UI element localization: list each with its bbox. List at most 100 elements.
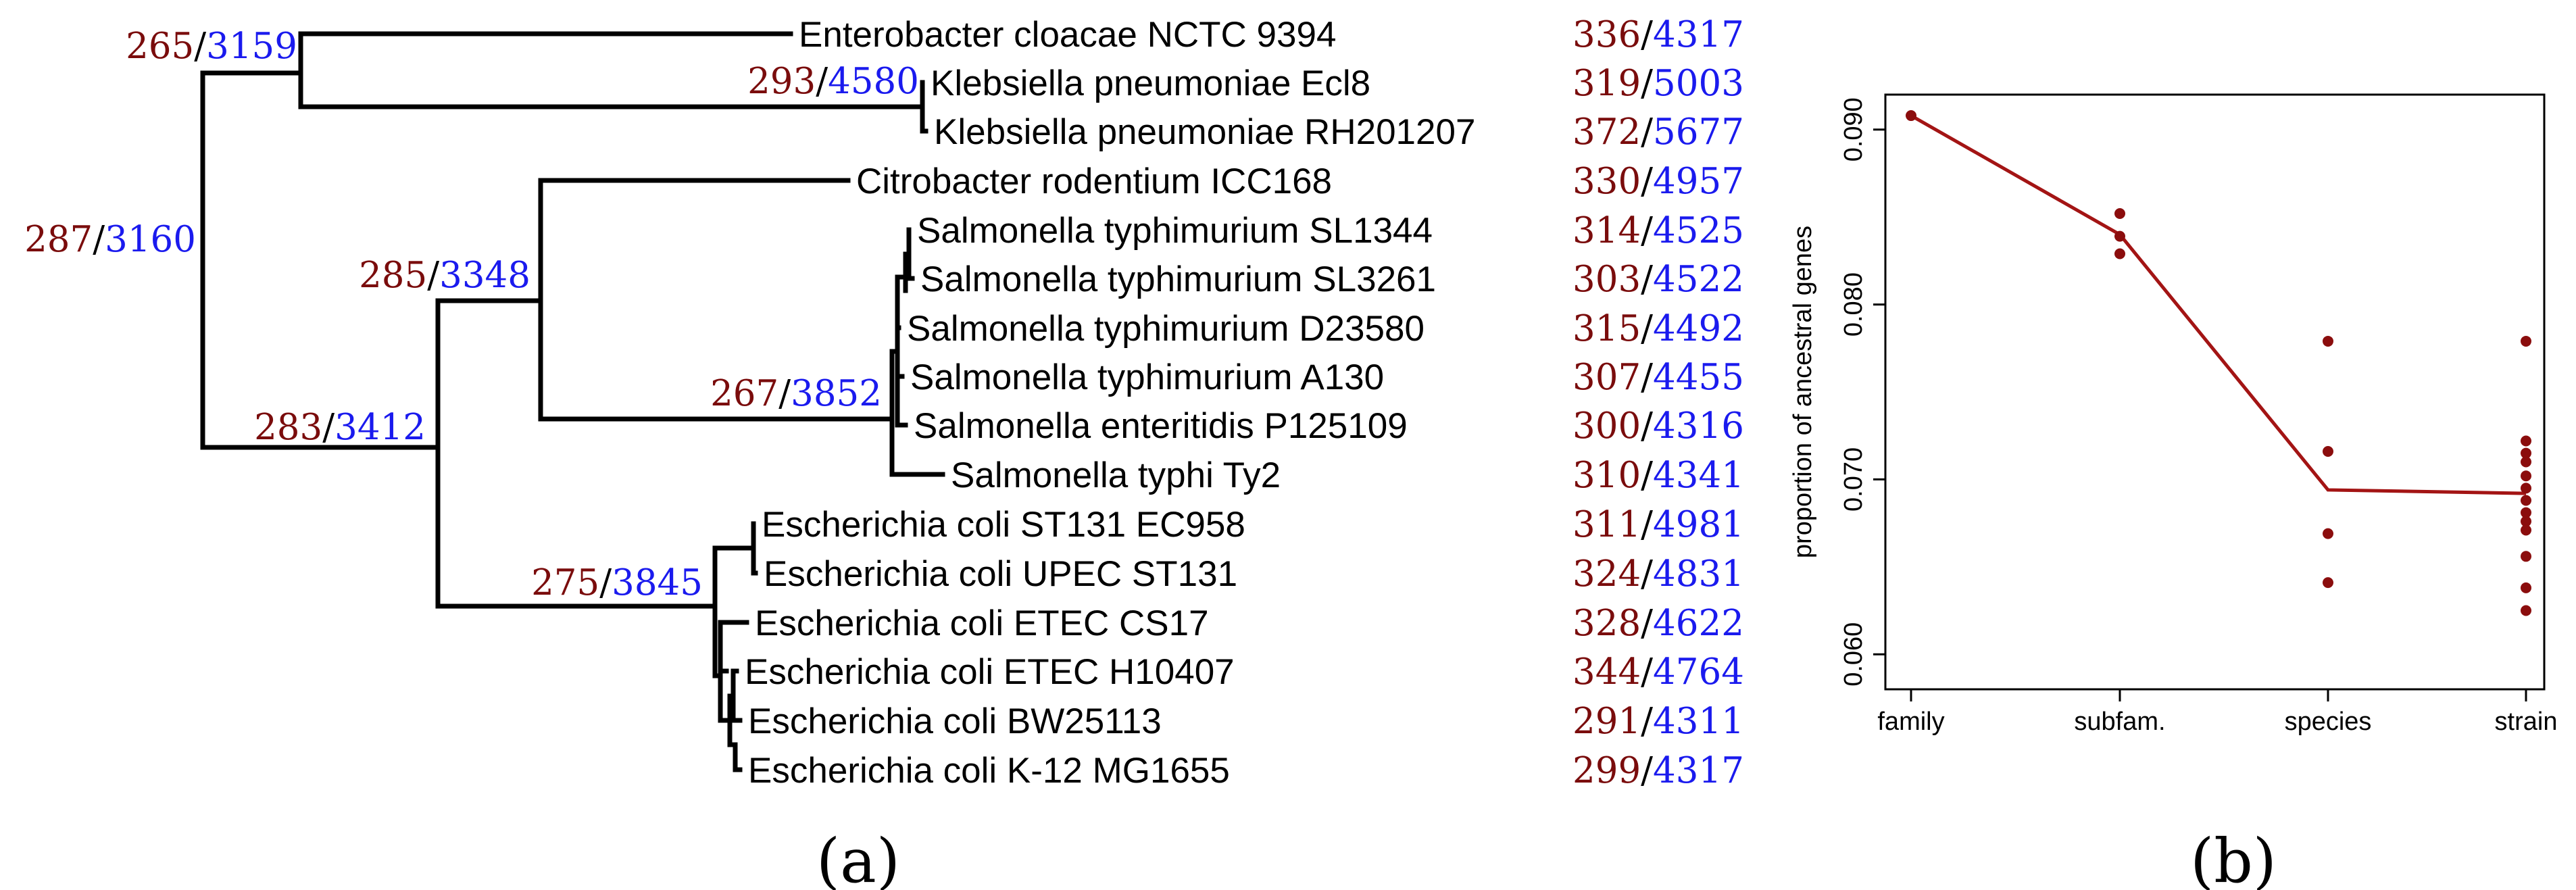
- total-count: 4317: [1653, 750, 1744, 791]
- node-count: 265/3159: [126, 26, 297, 67]
- ancestral-count: 293: [747, 61, 816, 102]
- panel-label-b: (b): [2190, 826, 2277, 890]
- tree-branches: [200, 31, 945, 772]
- total-count: 4317: [1653, 14, 1744, 55]
- ancestral-count: 344: [1572, 651, 1641, 693]
- leaf-count: 291/4311: [1572, 701, 1744, 742]
- ancestral-count: 275: [531, 562, 599, 603]
- leaf-label: Escherichia coli BW25113: [748, 701, 1162, 741]
- ancestral-count: 336: [1572, 14, 1641, 55]
- leaf-label: Salmonella enteritidis P125109: [914, 406, 1408, 446]
- leaf-count: 311/4981: [1572, 504, 1744, 545]
- leaf-label: Escherichia coli ST131 EC958: [762, 505, 1245, 545]
- data-point: [2323, 577, 2333, 589]
- data-point: [2521, 435, 2531, 447]
- leaf-count: 328/4622: [1572, 603, 1744, 644]
- count-separator: /: [816, 61, 828, 102]
- ancestral-count: 315: [1572, 308, 1641, 349]
- node-count: 283/3412: [254, 407, 426, 448]
- data-point: [2323, 446, 2333, 457]
- count-separator: /: [1641, 63, 1653, 104]
- count-separator: /: [1641, 210, 1653, 251]
- ancestral-count: 319: [1572, 63, 1641, 104]
- data-point: [2114, 248, 2125, 259]
- leaf-count: 324/4831: [1572, 553, 1744, 595]
- series-line: [1910, 114, 2527, 495]
- count-separator: /: [1641, 259, 1653, 300]
- data-point: [2521, 582, 2531, 593]
- data-point: [2521, 507, 2531, 518]
- count-separator: /: [1641, 603, 1653, 644]
- ancestral-count: 283: [254, 407, 322, 448]
- ancestral-count: 314: [1572, 210, 1641, 251]
- x-tick-label: strain: [2495, 708, 2558, 736]
- leaf-labels: Enterobacter cloacae NCTC 9394 Klebsiella…: [745, 15, 1475, 791]
- leaf-label: Escherichia coli ETEC CS17: [755, 603, 1209, 643]
- ancestral-genes-chart: 0.060 0.070 0.080 0.090 family subfam. specie…: [1789, 93, 2557, 736]
- total-count: 3852: [791, 373, 882, 414]
- x-tick-label: subfam.: [2074, 708, 2165, 736]
- data-point: [2521, 456, 2531, 468]
- count-separator: /: [93, 219, 105, 260]
- leaf-count: 310/4341: [1572, 455, 1744, 496]
- ancestral-count: 299: [1572, 750, 1641, 791]
- leaf-label: Salmonella typhimurium A130: [910, 357, 1384, 397]
- data-point: [2521, 524, 2531, 536]
- leaf-count: 344/4764: [1572, 651, 1744, 693]
- leaf-count: 303/4522: [1572, 259, 1744, 300]
- count-separator: /: [427, 255, 439, 296]
- node-count: 285/3348: [359, 255, 530, 296]
- x-tick-label: species: [2285, 708, 2372, 736]
- data-point: [1906, 110, 1916, 122]
- leaf-count: 315/4492: [1572, 308, 1744, 349]
- node-count: 267/3852: [710, 373, 882, 414]
- total-count: 4311: [1653, 701, 1744, 742]
- count-separator: /: [1641, 405, 1653, 447]
- leaf-count: 330/4957: [1572, 161, 1744, 202]
- ancestral-count: 287: [24, 219, 93, 260]
- ancestral-count: 267: [710, 373, 778, 414]
- total-count: 4455: [1653, 357, 1744, 398]
- data-point: [2323, 335, 2333, 347]
- count-separator: /: [599, 562, 612, 603]
- y-tick-label: 0.070: [1839, 447, 1868, 512]
- leaf-count: 372/5677: [1572, 112, 1744, 153]
- total-count: 4764: [1653, 651, 1744, 693]
- total-count: 5677: [1653, 112, 1744, 153]
- data-point: [2521, 470, 2531, 482]
- ancestral-count: 372: [1572, 112, 1641, 153]
- data-point: [2521, 483, 2531, 494]
- total-count: 3845: [612, 562, 703, 603]
- y-tick-label: 0.090: [1839, 97, 1868, 162]
- ancestral-count: 310: [1572, 455, 1641, 496]
- node-counts: 287/3160265/3159293/4580283/3412285/3348…: [24, 26, 919, 603]
- total-count: 4341: [1653, 455, 1744, 496]
- leaf-label: Klebsiella pneumoniae RH201207: [934, 112, 1475, 152]
- ancestral-count: 303: [1572, 259, 1641, 300]
- leaf-count: 336/4317: [1572, 14, 1744, 55]
- ancestral-count: 285: [359, 255, 427, 296]
- leaf-count: 307/4455: [1572, 357, 1744, 398]
- total-count: 4981: [1653, 504, 1744, 545]
- leaf-count: 300/4316: [1572, 405, 1744, 447]
- total-count: 3159: [206, 26, 297, 67]
- leaf-label: Citrobacter rodentium ICC168: [856, 162, 1332, 201]
- y-axis: 0.060 0.070 0.080 0.090: [1839, 97, 1885, 687]
- leaf-label: Klebsiella pneumoniae Ecl8: [931, 64, 1370, 103]
- leaf-count: 299/4317: [1572, 750, 1744, 791]
- count-separator: /: [194, 26, 206, 67]
- count-separator: /: [1641, 455, 1653, 496]
- count-separator: /: [1641, 701, 1653, 742]
- count-separator: /: [1641, 553, 1653, 595]
- data-point: [2323, 528, 2333, 539]
- count-separator: /: [778, 373, 791, 414]
- data-point: [2521, 335, 2531, 347]
- leaf-counts: 336/4317319/5003372/5677330/4957314/4525…: [1572, 14, 1744, 791]
- x-axis: family subfam. species strain: [1877, 689, 2557, 736]
- total-count: 5003: [1653, 63, 1744, 104]
- count-separator: /: [322, 407, 335, 448]
- x-tick-label: family: [1877, 708, 1944, 736]
- ancestral-count: 311: [1572, 504, 1641, 545]
- node-count: 293/4580: [747, 61, 919, 102]
- leaf-label: Escherichia coli K-12 MG1655: [748, 751, 1230, 791]
